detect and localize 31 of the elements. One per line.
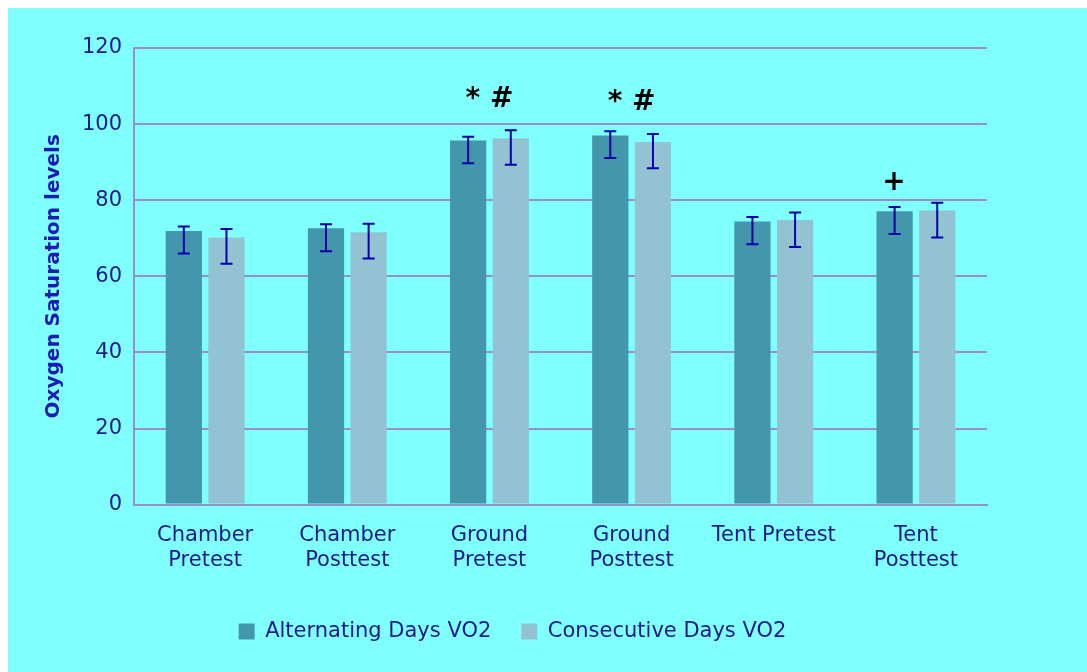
bar [776,219,814,504]
annotation: * # [465,81,514,115]
y-tick-label: 0 [108,491,123,516]
bar [734,221,771,504]
bar [208,237,245,504]
bar [492,138,529,504]
legend-label: Alternating Days VO2 [265,617,492,642]
y-tick-label: 80 [95,186,123,211]
x-tick-label: Tent Pretest [710,521,836,546]
x-tick-label: Chamber Posttest [299,521,396,571]
x-tick-label: Chamber Pretest [157,521,254,571]
y-tick-label: 20 [95,414,123,439]
x-tick-label: Ground Pretest [450,521,529,571]
y-tick-label: 40 [95,338,123,363]
bar [592,135,629,504]
x-tick-label: Tent Posttest [873,521,959,571]
y-tick-label: 60 [95,262,123,287]
y-axis-title: Oxygen Saturation levels [40,134,65,419]
y-tick-label: 100 [81,110,123,135]
bar [634,141,672,504]
legend-label: Consecutive Days VO2 [547,617,787,642]
y-tick-label: 120 [81,34,123,59]
bar [307,228,345,504]
x-tick-label: Ground Posttest [589,521,674,571]
annotation: + [882,164,906,198]
bar [876,211,913,504]
bar [165,231,202,504]
bar [919,210,956,504]
annotation: * # [607,84,656,118]
bar [350,232,387,504]
bar [450,140,487,504]
